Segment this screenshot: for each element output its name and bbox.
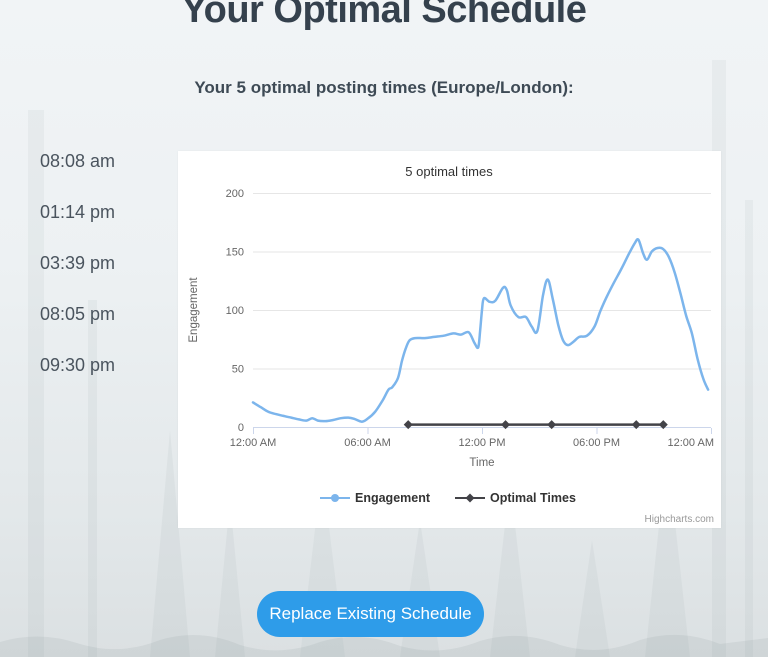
- page-title: Your Optimal Schedule: [181, 0, 587, 31]
- x-axis-tick-label: 12:00 PM: [458, 437, 505, 449]
- optimal-times-chart: 0 50 100 150 200 12:00 AM 06:00 AM 12:00 PM 06:0…: [188, 164, 714, 525]
- x-axis-tick-label: 12:00 AM: [668, 437, 714, 449]
- engagement-legend-marker-icon: [331, 494, 339, 502]
- x-axis-tick-label: 06:00 PM: [573, 437, 620, 449]
- x-axis-tick-label: 12:00 AM: [230, 437, 276, 449]
- replace-schedule-button[interactable]: Replace Existing Schedule: [257, 591, 484, 637]
- legend-item-optimal-times[interactable]: Optimal Times: [455, 491, 576, 505]
- optimal-time-item: 08:08 am: [40, 151, 116, 171]
- optimal-time-marker: [403, 420, 413, 430]
- y-axis-tick-label: 150: [226, 247, 244, 259]
- optimal-time-marker: [547, 420, 557, 430]
- legend-item-engagement[interactable]: Engagement: [320, 491, 431, 505]
- legend-label-engagement: Engagement: [355, 491, 431, 505]
- x-axis-title: Time: [469, 457, 494, 469]
- page-subtitle: Your 5 optimal posting times (Europe/Lon…: [194, 78, 574, 97]
- y-axis-tick-label: 50: [232, 364, 244, 376]
- optimal-times-legend-marker-icon: [465, 493, 475, 503]
- optimal-times-list: 08:08 am 01:14 pm 03:39 pm 08:05 pm 09:3…: [40, 150, 115, 405]
- engagement-series-line: [251, 238, 710, 423]
- optimal-time-marker: [658, 420, 668, 430]
- y-axis-tick-label: 100: [226, 305, 244, 317]
- optimal-times-series: [403, 420, 668, 430]
- optimal-time-marker: [501, 420, 511, 430]
- x-axis-tick-label: 06:00 AM: [344, 437, 390, 449]
- optimal-time-item: 01:14 pm: [40, 202, 116, 222]
- y-axis-tick-label: 200: [226, 188, 244, 200]
- y-axis-tick-label: 0: [238, 422, 244, 434]
- optimal-time-marker: [631, 420, 641, 430]
- optimal-time-item: 09:30 pm: [40, 355, 116, 375]
- legend-label-optimal-times: Optimal Times: [490, 491, 576, 505]
- optimal-time-item: 08:05 pm: [40, 304, 116, 324]
- optimal-time-item: 03:39 pm: [40, 253, 116, 273]
- highcharts-credit-link[interactable]: Highcharts.com: [645, 514, 714, 525]
- chart-panel: 0 50 100 150 200 12:00 AM 06:00 AM 12:00 PM 06:0…: [178, 151, 721, 528]
- chart-title: 5 optimal times: [405, 164, 493, 179]
- y-axis-title: Engagement: [188, 277, 200, 343]
